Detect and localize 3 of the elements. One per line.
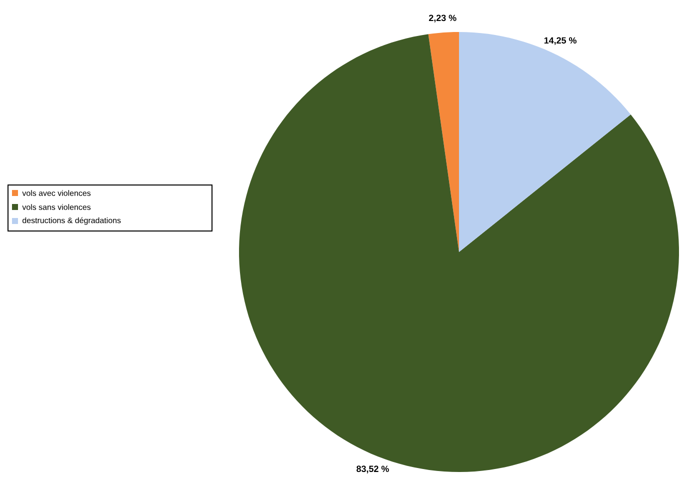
data-label: 83,52 % [356, 466, 389, 474]
data-label: 14,25 % [544, 37, 576, 45]
data-label: 2,23 % [428, 14, 456, 22]
